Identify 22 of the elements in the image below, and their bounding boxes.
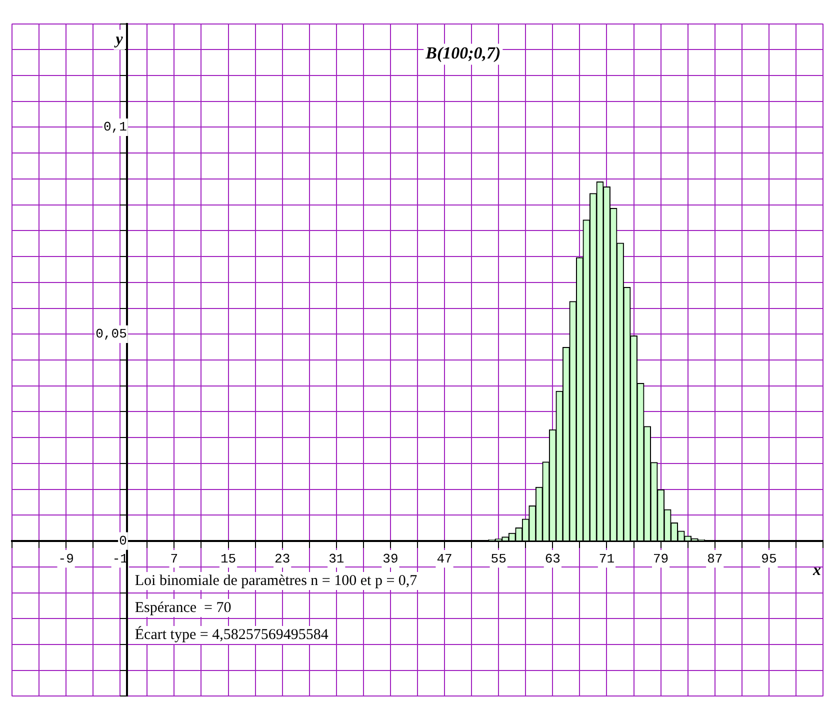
y-tick-label: 0,1 (103, 120, 128, 135)
x-tick-label: 23 (274, 551, 290, 566)
x-axis-title: x (812, 562, 821, 580)
x-tick-label: 31 (328, 551, 344, 566)
x-tick-label: 15 (220, 551, 236, 566)
x-tick-label: 79 (652, 551, 669, 566)
y-tick-label: 0,05 (96, 326, 127, 342)
annotation: Écart type = 4,58257569495584 (134, 626, 329, 643)
x-tick-label: -9 (58, 551, 74, 566)
y-tick-label: 0 (119, 533, 127, 548)
x-tick-label: 47 (436, 551, 452, 566)
x-tick-label: 87 (707, 551, 723, 566)
x-tick-label: 95 (761, 551, 777, 566)
x-tick-label: 63 (544, 551, 560, 566)
annotation: Espérance = 70 (134, 600, 232, 616)
y-axis-title: y (114, 30, 124, 48)
x-tick-label: 7 (170, 551, 178, 566)
x-tick-label: 55 (490, 551, 506, 566)
text: B(100;0,7) (424, 44, 501, 63)
annotation: Loi binomiale de paramètres n = 100 et p = 0,7 (134, 572, 418, 589)
x-tick-label: 39 (382, 551, 398, 566)
x-tick-label: 71 (598, 551, 615, 566)
